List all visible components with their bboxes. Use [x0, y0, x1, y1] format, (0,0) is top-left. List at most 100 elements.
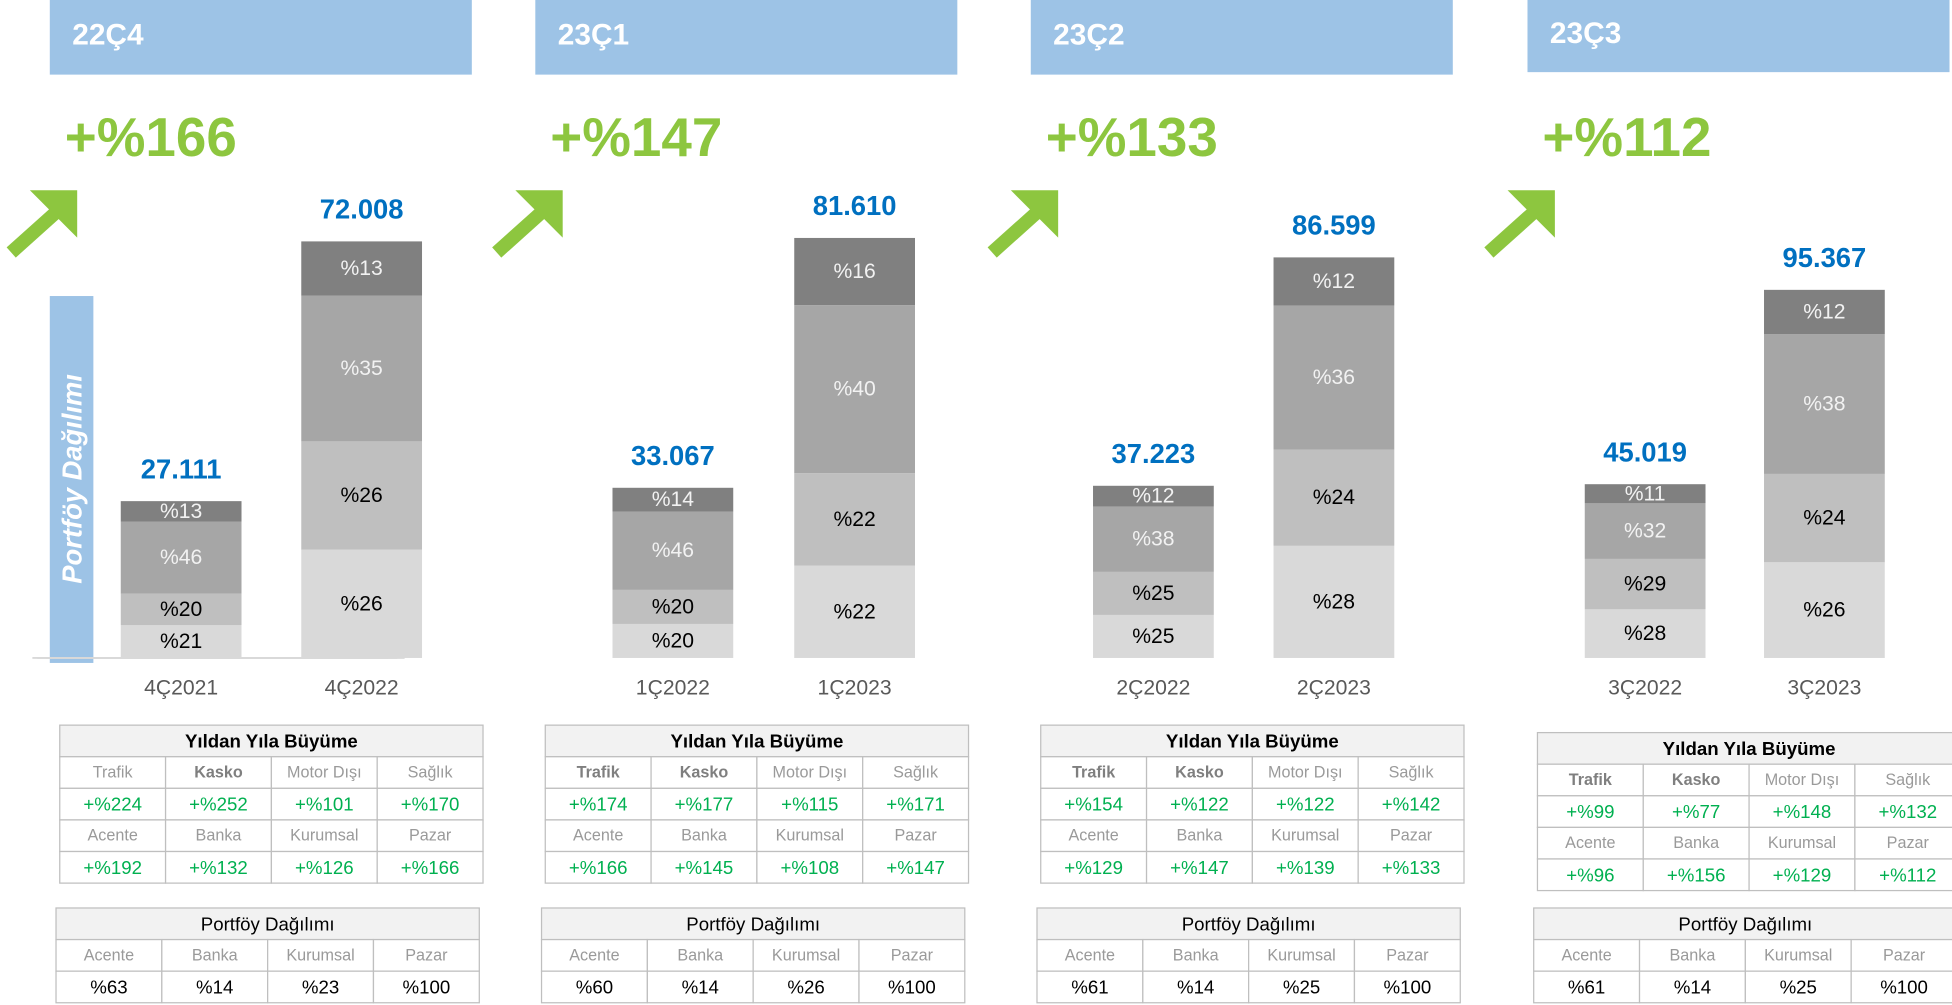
- bar-segment: [301, 549, 423, 658]
- bar-segment: [301, 295, 423, 442]
- bar-segment: [1584, 484, 1706, 504]
- table-cell: [376, 850, 484, 884]
- panel-title: 23Ç3: [1550, 17, 1621, 50]
- table-label: Acente: [1561, 946, 1611, 964]
- table-cell: [646, 970, 754, 1004]
- panel-title: 23Ç2: [1053, 18, 1124, 51]
- side-label: Portföy Dağılımı: [57, 374, 88, 584]
- x-tick-label: 3Ç2022: [1608, 676, 1682, 699]
- segment-label: %20: [652, 629, 694, 652]
- table-label: Acente: [1065, 946, 1115, 964]
- total-label: 86.599: [1292, 210, 1376, 241]
- table-value: %100: [403, 976, 451, 997]
- table-cell: [858, 970, 966, 1004]
- table-label: Banka: [677, 946, 723, 964]
- bar-segment: [1273, 449, 1395, 546]
- table-cell: [270, 850, 378, 884]
- table-cell: [650, 850, 758, 884]
- table-label: Kurumsal: [290, 827, 358, 845]
- table-value: +%156: [1667, 864, 1726, 885]
- table-label: Acente: [573, 827, 623, 845]
- table-label: Motor Dışı: [287, 764, 362, 782]
- table-cell: [1744, 970, 1852, 1004]
- growth-rate: +%147: [550, 106, 722, 168]
- table-value: +%122: [1170, 794, 1229, 815]
- table-cell: [862, 819, 970, 853]
- table-label: Acente: [1565, 834, 1615, 852]
- table-cell: [1642, 763, 1750, 797]
- table-value: %60: [576, 976, 613, 997]
- table-cell: [270, 819, 378, 853]
- table-cell: [650, 787, 758, 821]
- panel-title: 23Ç1: [558, 18, 629, 51]
- table-value: %14: [1177, 976, 1214, 997]
- table-title: Portföy Dağılımı: [686, 913, 820, 934]
- table-label: Pazar: [1887, 834, 1930, 852]
- table-label: Kurumsal: [286, 946, 354, 964]
- table-value: +%112: [1879, 864, 1936, 885]
- segment-label: %24: [1803, 507, 1846, 530]
- table-cell: [544, 756, 652, 789]
- bar-segment: [794, 305, 915, 474]
- table-cell: [544, 819, 652, 853]
- bar-segment: [612, 487, 734, 512]
- table-value: +%166: [401, 857, 460, 878]
- table-label: Kurumsal: [772, 946, 840, 964]
- bar-segment: [1764, 334, 1885, 474]
- panel-header: [1030, 0, 1453, 75]
- table-cell: [1145, 819, 1253, 853]
- table-header-cell: [59, 724, 484, 758]
- segment-label: %22: [833, 600, 875, 623]
- table-label: Sağlık: [893, 764, 939, 782]
- bar-segment: [1093, 485, 1214, 507]
- arrow-shaft: [1484, 203, 1543, 258]
- x-tick-label: 2Ç2023: [1297, 676, 1371, 699]
- table-value: +%174: [569, 794, 628, 815]
- table-label: Kurumsal: [776, 827, 844, 845]
- segment-label: %12: [1803, 300, 1845, 323]
- table-cell: [1854, 763, 1952, 797]
- bar-segment: [1093, 571, 1214, 615]
- table-cell: [756, 756, 864, 789]
- table-cell: [858, 938, 966, 972]
- total-label: 81.610: [813, 190, 897, 221]
- table-value: +%154: [1064, 794, 1123, 815]
- x-tick-label: 1Ç2022: [636, 676, 710, 699]
- table-cell: [756, 850, 864, 884]
- table-label: Trafik: [1569, 771, 1612, 789]
- table-value: +%145: [675, 857, 734, 878]
- table-cell: [55, 970, 163, 1004]
- table-label: Motor Dışı: [1765, 771, 1840, 789]
- table-cell: [1357, 756, 1465, 789]
- bar-segment: [794, 473, 915, 566]
- table-value: %61: [1071, 976, 1108, 997]
- table-value: %14: [196, 976, 233, 997]
- table-cell: [1248, 970, 1356, 1004]
- table-label: Kurumsal: [1271, 827, 1339, 845]
- segment-label: %24: [1313, 486, 1356, 509]
- total-label: 37.223: [1112, 438, 1196, 469]
- table-value: +%170: [401, 794, 460, 815]
- bar-segment: [1584, 558, 1706, 610]
- table-cell: [1748, 826, 1856, 860]
- table-header-cell: [1533, 907, 1952, 941]
- table-label: Pazar: [1883, 946, 1926, 964]
- segment-label: %29: [1624, 573, 1666, 596]
- table-label: Trafik: [1072, 764, 1115, 782]
- bar-segment: [120, 521, 242, 594]
- panel-header: [49, 0, 472, 75]
- segment-label: %12: [1313, 270, 1355, 293]
- segment-label: %26: [1803, 599, 1845, 622]
- arrow-shaft: [6, 203, 65, 258]
- growth-rate: +%112: [1542, 106, 1711, 168]
- side-label-box: [49, 296, 94, 663]
- table-label: Pazar: [409, 827, 452, 845]
- table-value: +%148: [1773, 801, 1832, 822]
- segment-label: %12: [1132, 485, 1174, 508]
- table-title: Yıldan Yıla Büyüme: [670, 730, 843, 751]
- table-label: Motor Dışı: [1268, 764, 1343, 782]
- table-value: +%99: [1566, 801, 1614, 822]
- table-cell: [1145, 850, 1253, 884]
- table-title: Yıldan Yıla Büyüme: [185, 730, 358, 751]
